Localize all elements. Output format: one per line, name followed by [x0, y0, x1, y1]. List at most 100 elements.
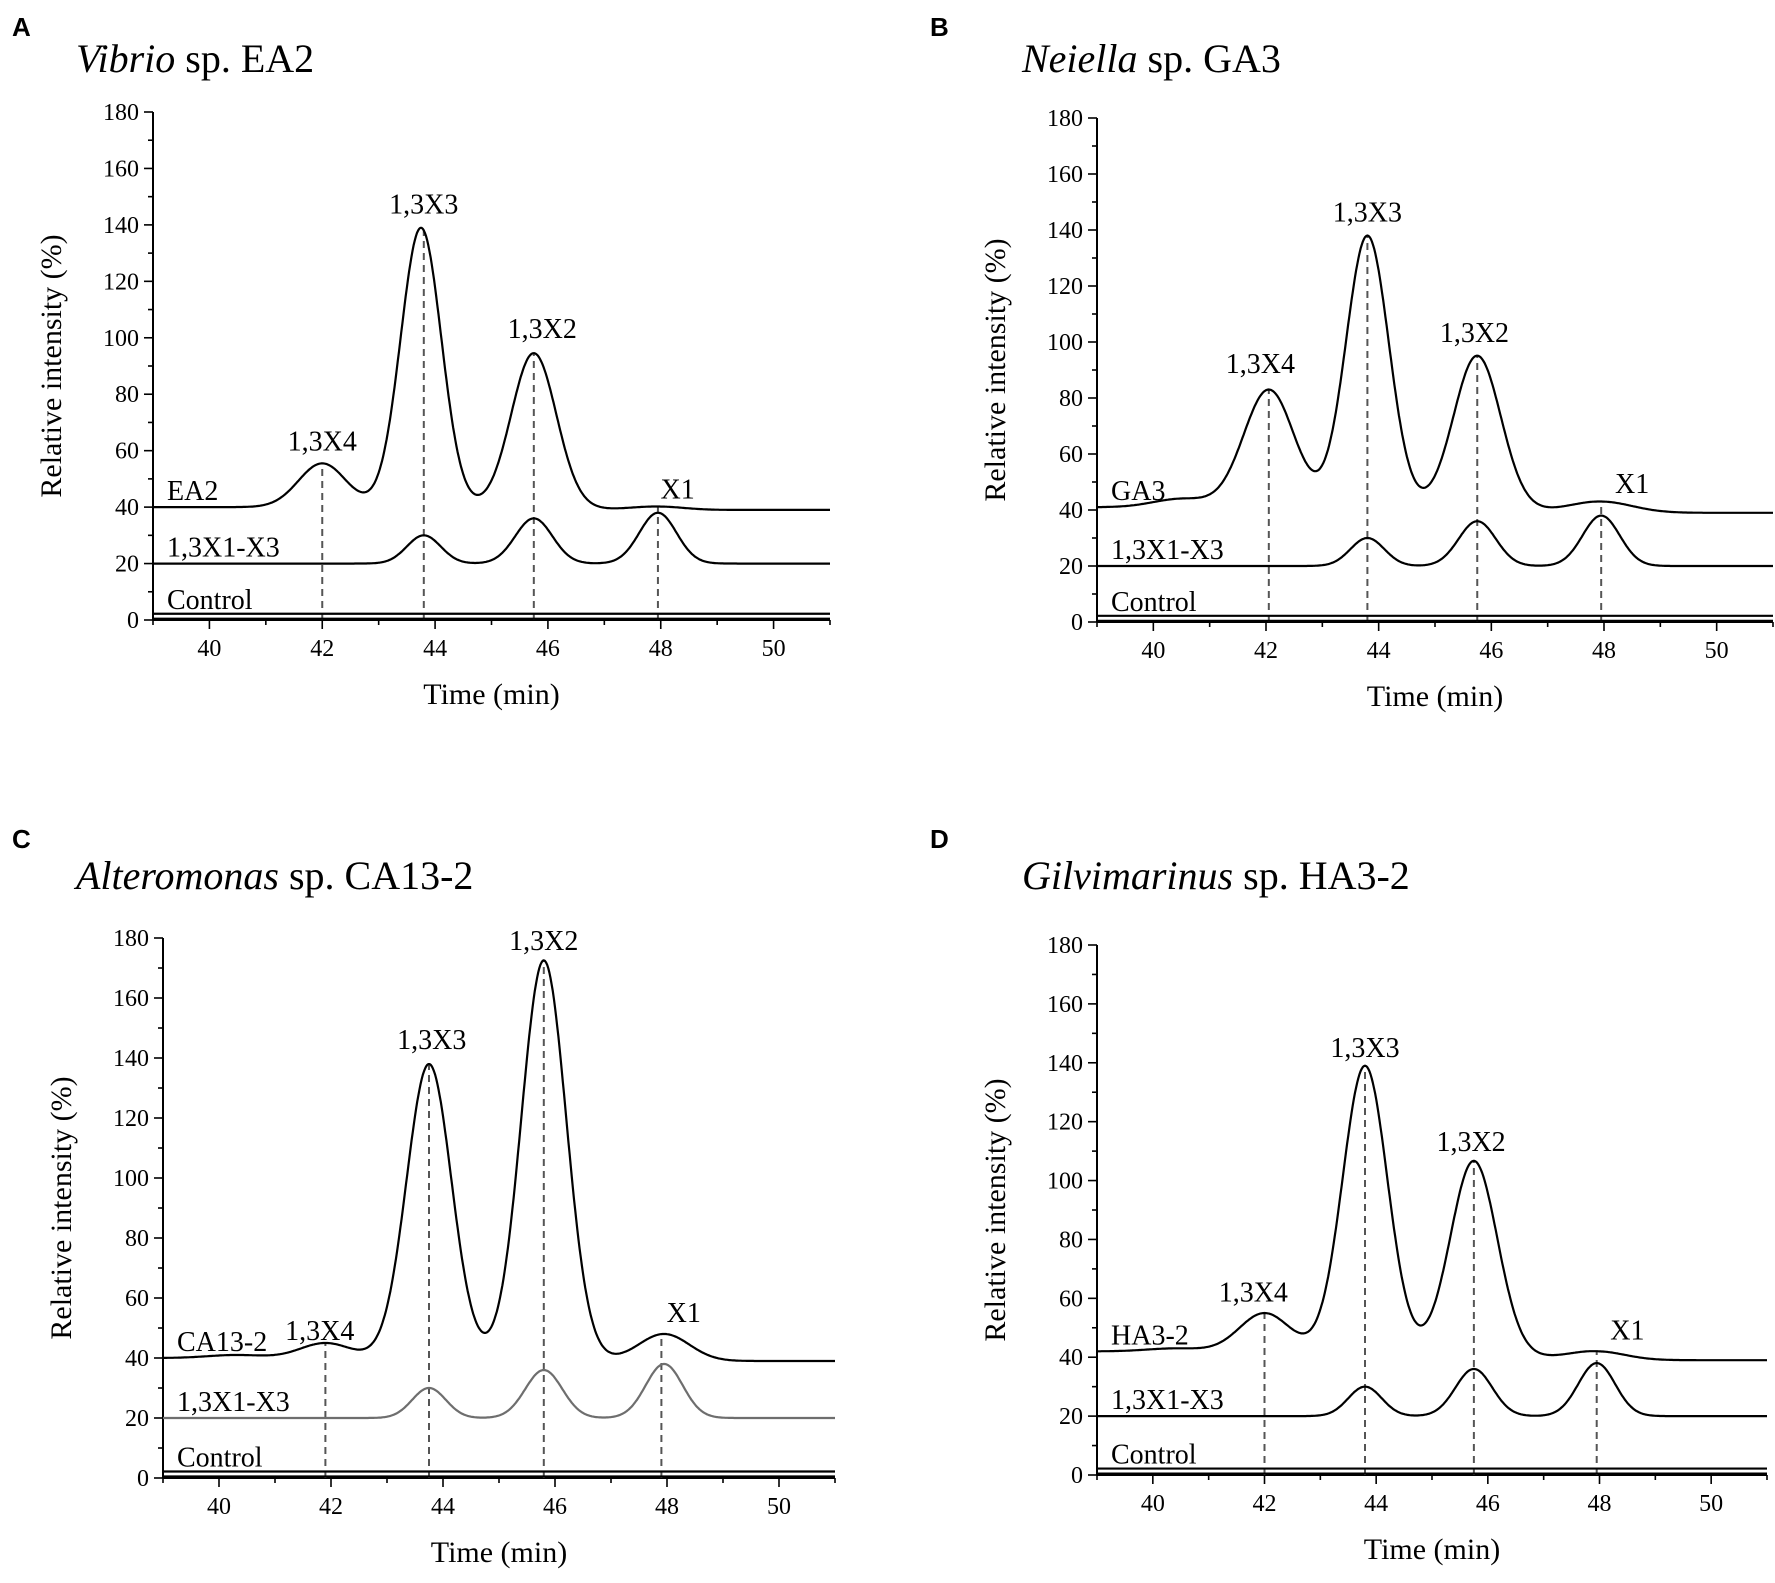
chart-d-title-genus: Gilvimarinus: [1022, 853, 1233, 898]
chart-c-trace-label: CA13-2: [177, 1327, 267, 1358]
chart-b-xtick-label: 44: [1367, 638, 1391, 664]
chart-d-panel: D Gilvimarinus sp. HA3-2 0 20 40 60 80 100 120 14…: [930, 824, 1768, 1566]
chart-a-ytick-label: 0: [127, 608, 139, 634]
chart-d-xtick-label: 40: [1141, 1491, 1165, 1517]
chart-a-peak-label: X1: [661, 475, 695, 506]
chart-d-letter: D: [930, 824, 949, 854]
chart-c-ytick-label: 160: [113, 986, 149, 1012]
chart-a-xtick-label: 46: [536, 636, 560, 662]
chart-d-peak-label: 1,3X3: [1330, 1033, 1399, 1064]
chart-b-title: Neiella sp. GA3: [1021, 36, 1281, 81]
chart-d-ytick-label: 160: [1047, 992, 1083, 1018]
chart-b-ytick-label: 120: [1047, 274, 1083, 300]
chart-d-series-1-3x1-x3: [1097, 1362, 1767, 1418]
chart-d-title: Gilvimarinus sp. HA3-2: [1022, 853, 1410, 898]
chart-a-ytick-label: 120: [103, 269, 139, 295]
chart-a-letter: A: [12, 12, 31, 42]
chart-a-panel: A Vibrio sp. EA2 0 20 40 60 80 100 120 140 160 180 4…: [12, 12, 831, 711]
chart-c-ylabel: Relative intensity (%): [45, 1076, 78, 1339]
chart-b-xtick-label: 50: [1705, 638, 1729, 664]
chart-c-ytick-label: 100: [113, 1166, 149, 1192]
chart-b-peak-label: 1,3X4: [1226, 349, 1295, 380]
chart-a-xtick-label: 42: [310, 636, 334, 662]
chart-c-ytick-label: 60: [125, 1286, 149, 1312]
chart-b-trace-label: 1,3X1-X3: [1111, 535, 1224, 566]
chart-b-peak-label: 1,3X2: [1440, 318, 1509, 349]
chart-a-title-genus: Vibrio: [76, 36, 175, 81]
chart-b-ylabel: Relative intensity (%): [979, 238, 1012, 501]
chart-c-xtick-label: 40: [207, 1494, 231, 1520]
chart-d-xtick-label: 46: [1476, 1491, 1500, 1517]
chart-a-peak-label: 1,3X3: [389, 190, 458, 221]
chart-c-ytick-label: 20: [125, 1406, 149, 1432]
chart-b-title-rest: sp. GA3: [1138, 36, 1281, 81]
chart-d-trace-label: 1,3X1-X3: [1111, 1385, 1224, 1416]
chart-c-letter: C: [12, 824, 31, 854]
chart-a-ytick-label: 100: [103, 326, 139, 352]
chart-c-ytick-label: 0: [137, 1466, 149, 1492]
chart-b-ytick-label: 20: [1059, 554, 1083, 580]
chart-c-series-1-3x1-x3: [163, 1362, 835, 1420]
chart-c-trace-label: 1,3X1-X3: [177, 1387, 290, 1418]
chart-c-ytick-label: 120: [113, 1106, 149, 1132]
chart-b-ytick-label: 180: [1047, 106, 1083, 132]
chart-a-series-ea2: [153, 226, 830, 511]
chart-a-trace-label: 1,3X1-X3: [167, 533, 280, 564]
chart-a-ytick-label: 40: [115, 495, 139, 521]
chart-c-ytick-label: 180: [113, 926, 149, 952]
chart-a-ytick-label: 160: [103, 156, 139, 182]
chart-a-ytick-label: 180: [103, 100, 139, 126]
chart-d-ytick-label: 0: [1071, 1463, 1083, 1489]
chart-b-trace-label: GA3: [1111, 476, 1165, 507]
chart-a-title: Vibrio sp. EA2: [76, 36, 314, 81]
chart-c-panel: C Alteromonas sp. CA13-2 0 20 40 60 80 100 120 14…: [12, 824, 836, 1569]
chart-c-ytick-label: 40: [125, 1346, 149, 1372]
chart-d-ylabel: Relative intensity (%): [979, 1078, 1012, 1341]
chart-b-xtick-label: 46: [1479, 638, 1503, 664]
chart-c-ytick-label: 140: [113, 1046, 149, 1072]
chart-c-xtick-label: 48: [655, 1494, 679, 1520]
chart-d-ytick-label: 120: [1047, 1110, 1083, 1136]
chart-b-ytick-label: 0: [1071, 610, 1083, 636]
chart-d-peak-label: 1,3X4: [1219, 1277, 1288, 1308]
chart-b-ytick-label: 100: [1047, 330, 1083, 356]
chart-a-peak-label: 1,3X4: [288, 427, 357, 458]
chart-b-peak-label: 1,3X3: [1333, 198, 1402, 229]
chart-d-ytick-label: 140: [1047, 1051, 1083, 1077]
chart-b-xtick-label: 40: [1141, 638, 1165, 664]
chart-c-trace-label: Control: [177, 1443, 263, 1474]
chart-c-peak-label: 1,3X4: [285, 1316, 354, 1347]
chart-b-ytick-label: 60: [1059, 442, 1083, 468]
chart-c-title-rest: sp. CA13-2: [279, 853, 473, 898]
chart-c-peak-label: 1,3X2: [509, 926, 578, 957]
chart-a-xtick-label: 50: [762, 636, 786, 662]
chart-b-ytick-label: 140: [1047, 218, 1083, 244]
chart-d-ytick-label: 40: [1059, 1345, 1083, 1371]
chart-c-title: Alteromonas sp. CA13-2: [73, 853, 473, 898]
chart-d-peak-label: 1,3X2: [1436, 1127, 1505, 1158]
chart-c-ytick-label: 80: [125, 1226, 149, 1252]
chart-b-trace-label: Control: [1111, 587, 1197, 618]
chart-a-xtick-label: 40: [197, 636, 221, 662]
chart-d-xtick-label: 44: [1364, 1491, 1388, 1517]
chart-c-peak-label: 1,3X3: [397, 1025, 466, 1056]
chart-a-ytick-label: 20: [115, 552, 139, 578]
chart-a-xlabel: Time (min): [423, 678, 559, 711]
chart-c-xtick-label: 50: [767, 1494, 791, 1520]
chart-d-ytick-label: 100: [1047, 1169, 1083, 1195]
chart-b-xlabel: Time (min): [1367, 680, 1503, 713]
chart-c-xtick-label: 46: [543, 1494, 567, 1520]
chart-d-ytick-label: 20: [1059, 1404, 1083, 1430]
chart-a-ylabel: Relative intensity (%): [35, 234, 68, 497]
chart-b-ytick-label: 40: [1059, 498, 1083, 524]
chart-b-peak-label: X1: [1615, 469, 1649, 500]
chart-a-peak-label: 1,3X2: [508, 314, 577, 345]
chart-c-xtick-label: 42: [319, 1494, 343, 1520]
chart-d-xlabel: Time (min): [1364, 1533, 1500, 1566]
chart-b-series-1-3x1-x3: [1097, 514, 1773, 568]
chart-c-series-ca13-2: [163, 959, 835, 1363]
chart-a-trace-label: Control: [167, 585, 253, 616]
chart-a-ytick-label: 140: [103, 213, 139, 239]
chart-a-ytick-label: 60: [115, 439, 139, 465]
